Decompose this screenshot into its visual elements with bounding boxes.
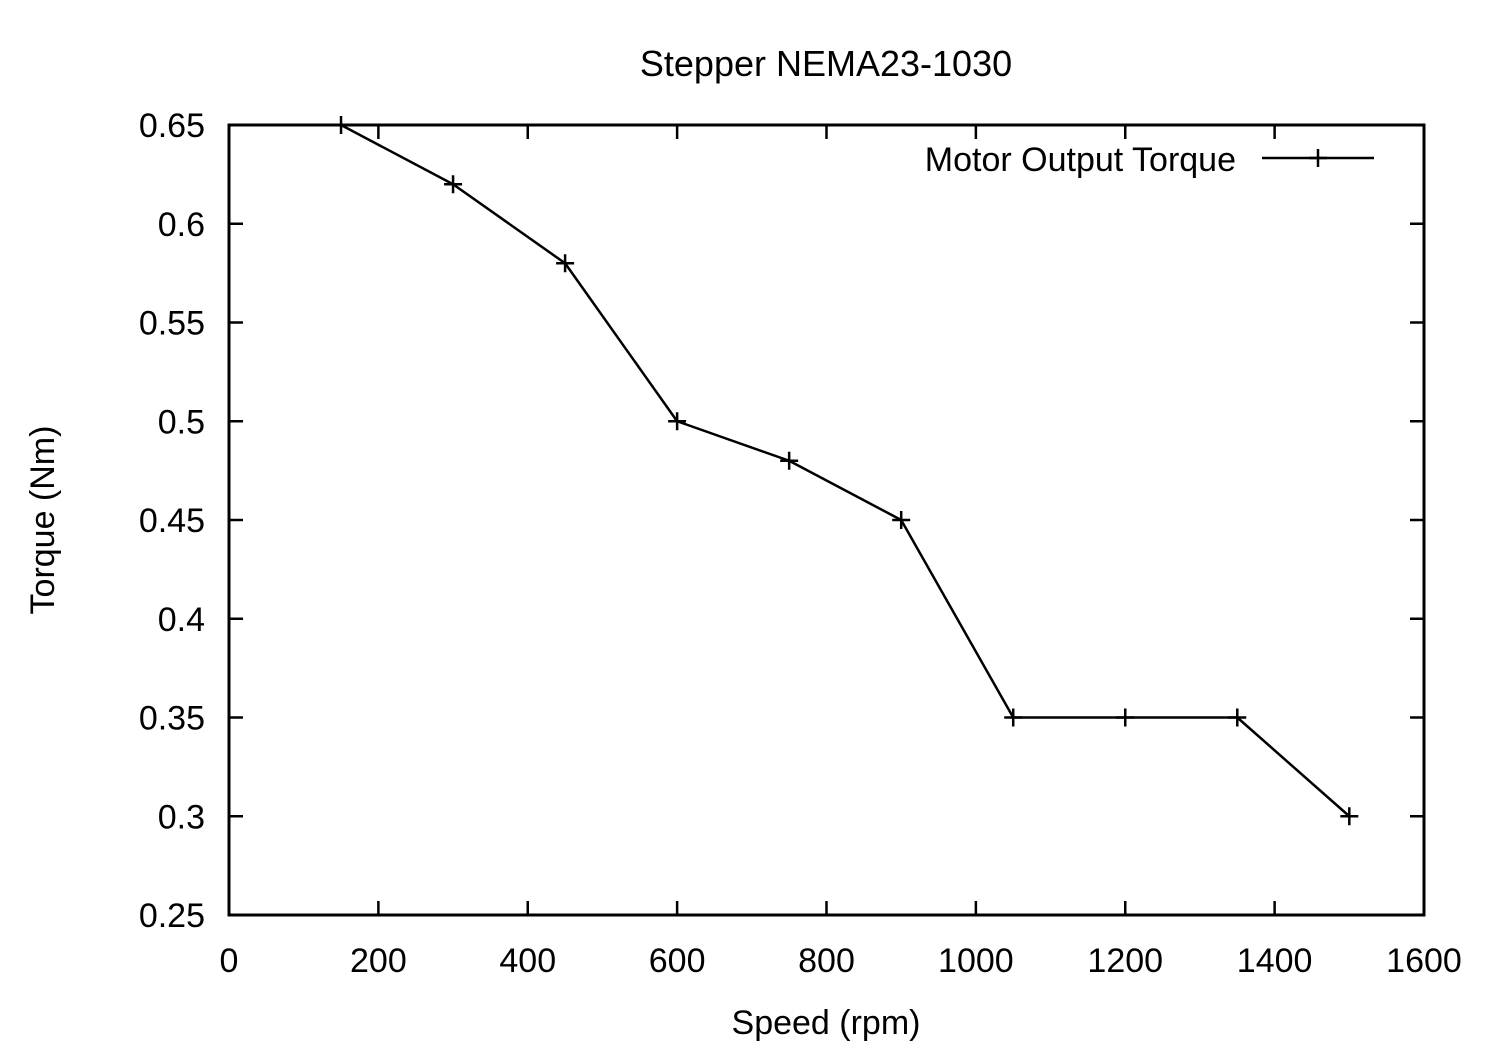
- y-tick-label: 0.55: [139, 305, 205, 343]
- y-tick-label: 0.4: [158, 601, 205, 639]
- data-point-marker: [556, 254, 575, 273]
- y-tick-label: 0.45: [139, 502, 205, 540]
- x-tick-label: 600: [649, 942, 706, 980]
- y-tick-label: 0.65: [139, 107, 205, 145]
- x-axis-label: Speed (rpm): [732, 1004, 921, 1042]
- y-tick-label: 0.5: [158, 403, 205, 441]
- data-point-marker: [1116, 708, 1135, 727]
- data-point-marker: [1004, 708, 1023, 727]
- data-point-marker: [892, 511, 911, 529]
- y-axis-label: Torque (Nm): [24, 426, 62, 615]
- x-tick-label: 1400: [1237, 942, 1313, 980]
- x-tick-label: 0: [220, 942, 239, 980]
- legend: Motor Output Torque: [925, 141, 1374, 179]
- x-tick-label: 1200: [1087, 942, 1163, 980]
- legend-marker: [1309, 149, 1327, 167]
- y-tick-label: 0.6: [158, 206, 205, 244]
- data-point-marker: [668, 412, 687, 431]
- data-point-marker: [1228, 708, 1247, 727]
- y-tick-label: 0.3: [158, 798, 205, 836]
- data-series: [332, 116, 1359, 826]
- legend-label: Motor Output Torque: [925, 141, 1236, 179]
- x-axis-tick-labels: 0 200 400 600 800 1000 1200 1400 1600: [220, 942, 1462, 980]
- plot-frame: [227, 123, 1426, 917]
- chart-title: Stepper NEMA23-1030: [640, 43, 1012, 84]
- data-point-marker: [780, 451, 799, 470]
- data-point-marker: [444, 175, 463, 194]
- x-tick-label: 400: [499, 942, 556, 980]
- x-tick-label: 200: [350, 942, 407, 980]
- x-tick-label: 1600: [1386, 942, 1462, 980]
- y-tick-label: 0.35: [139, 700, 205, 738]
- series-line: [340, 123, 1351, 818]
- data-point-marker: [332, 116, 351, 134]
- y-axis-tick-labels: 0.25 0.3 0.35 0.4 0.45 0.5 0.55 0.6 0.65: [139, 107, 205, 935]
- x-tick-label: 800: [798, 942, 855, 980]
- data-point-marker: [1340, 807, 1359, 826]
- axis-ticks: [227, 123, 1426, 917]
- x-tick-label: 1000: [938, 942, 1014, 980]
- y-tick-label: 0.25: [139, 897, 205, 935]
